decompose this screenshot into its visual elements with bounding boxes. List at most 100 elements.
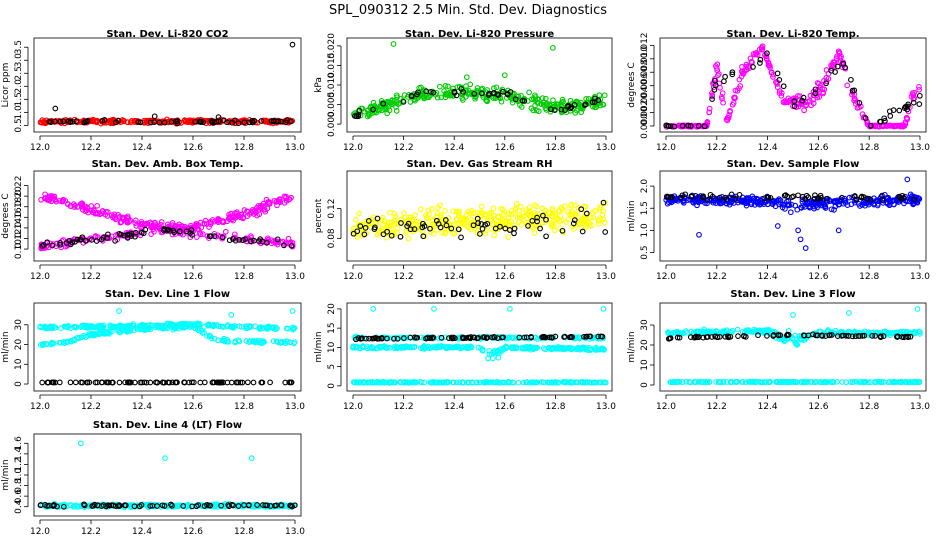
x-tick-label: 12.8 [234,143,254,153]
data-point [900,328,907,335]
data-point [600,199,607,206]
data-point [427,379,434,386]
data-point [491,90,497,96]
data-point [430,379,437,386]
data-point [442,208,448,214]
data-point [117,329,123,336]
data-point [569,223,575,230]
data-point [800,379,807,385]
data-point [565,103,572,110]
data-point [470,210,477,217]
data-point [848,201,855,208]
data-point [828,62,834,69]
data-point [777,332,784,339]
y-axis: 0.51.01.52.02.53.03.5 [14,40,29,133]
data-point [289,324,296,331]
data-point [493,84,500,91]
data-point [565,344,572,351]
data-point [585,219,592,226]
data-point [415,94,421,101]
data-point [502,220,509,226]
data-point [291,502,298,509]
data-point [439,229,446,236]
data-point [421,95,427,102]
data-point [140,230,147,237]
data-point [414,334,421,341]
data-point [443,220,450,226]
x-tick-label: 12.0 [30,402,50,412]
data-point [81,119,88,126]
data-point [423,344,430,351]
chart-title: Stan. Dev. Line 4 (LT) Flow [93,420,242,431]
data-point [582,203,589,210]
data-point [195,325,202,332]
data-point [595,217,602,224]
x-axis: 12.0 12.2 12.4 12.6 12.8 13.0 [343,394,616,412]
data-point [584,333,590,340]
data-point [752,198,759,204]
data-point [894,334,901,340]
data-point [517,203,524,210]
x-tick-label: 12.2 [394,143,414,153]
x-axis: 12.0 12.2 12.4 12.6 12.8 13.0 [30,519,305,537]
data-point [414,91,420,98]
data-point [877,118,884,125]
data-point [409,217,416,224]
plot-frame [346,302,613,392]
x-tick-label: 13.0 [910,402,930,412]
data-point [401,344,408,351]
y-tick-label: 0.004 [640,86,650,112]
data-point [350,344,356,351]
data-point [750,198,757,205]
data-point [896,107,903,114]
data-point [774,70,781,77]
data-point [917,331,923,337]
data-point [403,229,409,236]
data-point [423,212,429,219]
data-point [491,232,498,239]
data-point [512,96,519,103]
data-point [601,347,607,353]
y-tick-label: 0.6 [14,489,24,504]
data-point [364,107,371,114]
data-point [54,503,60,510]
data-point [593,379,600,386]
data-point [108,502,115,509]
data-point [99,208,106,215]
data-point [215,215,221,222]
data-point [181,379,187,386]
data-point [39,379,46,386]
x-tick-label: 13.0 [596,402,616,412]
data-point [161,379,168,386]
data-point [229,501,235,508]
data-point [790,193,797,200]
y-tick-label: 30 [14,319,24,331]
data-point [729,69,736,76]
data-point [889,379,895,385]
data-point [108,212,115,219]
x-tick-label: 12.6 [808,272,828,282]
data-point [460,220,467,227]
data-point [372,224,378,231]
data-point [128,233,135,239]
x-tick-label: 12.4 [132,143,152,153]
chart-title: Stan. Dev. Gas Stream RH [406,159,552,170]
data-point [161,119,168,126]
data-point [65,118,72,125]
data-point [700,197,707,203]
data-point [714,334,721,341]
data-point [728,191,735,198]
data-point [91,207,97,213]
data-point [489,355,496,362]
data-point [420,220,426,227]
data-point [380,100,387,107]
data-point [810,100,817,107]
data-point [288,503,294,509]
data-point [578,206,585,213]
x-tick-label: 12.2 [707,143,727,153]
data-point [137,379,144,386]
data-point [67,379,74,386]
data-point [259,379,266,386]
